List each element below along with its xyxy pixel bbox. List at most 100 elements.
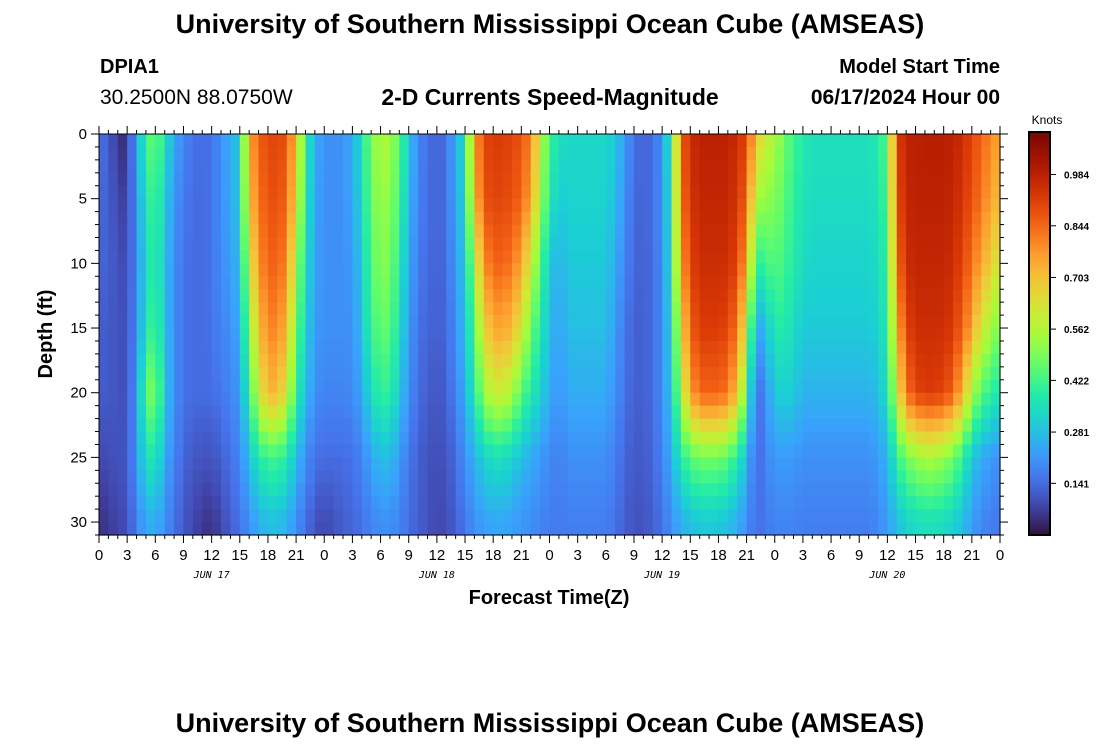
heatmap-cell [136, 172, 147, 187]
heatmap-cell [990, 431, 1001, 446]
heatmap-cell [258, 289, 269, 303]
heatmap-cell [493, 457, 504, 471]
heatmap-cell [493, 366, 504, 381]
heatmap-cell [624, 405, 635, 420]
heatmap-cell [934, 185, 945, 200]
heatmap-cell [868, 522, 879, 536]
heatmap-cell [474, 289, 485, 303]
heatmap-cell [286, 237, 297, 252]
heatmap-cell [436, 315, 447, 329]
heatmap-cell [971, 211, 982, 226]
heatmap-cell [737, 353, 748, 368]
heatmap-cell [831, 237, 842, 252]
heatmap-cell [784, 172, 795, 187]
heatmap-cell [596, 470, 607, 484]
heatmap-cell [540, 302, 551, 316]
heatmap-cell [577, 431, 588, 446]
heatmap-cell [371, 522, 382, 536]
heatmap-cell [192, 366, 203, 381]
heatmap-cell [934, 315, 945, 329]
heatmap-cell [953, 211, 964, 226]
heatmap-cell [267, 211, 278, 226]
heatmap-cell [221, 509, 231, 523]
heatmap-cell [737, 405, 748, 420]
x-tick-label: 3 [123, 547, 131, 564]
heatmap-cell [446, 315, 457, 329]
heatmap-cell [624, 509, 635, 523]
heatmap-cell [249, 366, 260, 381]
heatmap-cell [924, 134, 935, 148]
heatmap-cell [117, 522, 128, 536]
heatmap-cell [943, 328, 954, 342]
heatmap-cell [389, 172, 400, 187]
heatmap-cell [643, 470, 654, 484]
heatmap-cell [746, 366, 757, 381]
heatmap-cell [737, 146, 748, 161]
heatmap-cell [587, 263, 598, 277]
heatmap-cell [812, 340, 823, 355]
heatmap-cell [934, 496, 945, 510]
heatmap-cell [784, 496, 795, 510]
heatmap-cell [249, 457, 260, 471]
heatmap-cell [399, 405, 410, 420]
heatmap-cell [821, 366, 832, 381]
heatmap-cell [521, 353, 532, 368]
heatmap-cell [155, 353, 166, 368]
heatmap-cell [924, 146, 935, 161]
heatmap-cell [558, 340, 569, 355]
heatmap-cell [699, 353, 710, 368]
heatmap-cell [812, 172, 823, 187]
heatmap-cell [127, 263, 138, 277]
heatmap-cell [239, 302, 250, 316]
heatmap-cell [718, 211, 729, 226]
heatmap-cell [296, 509, 307, 523]
heatmap-cell [418, 483, 429, 497]
footer-title: University of Southern Mississippi Ocean… [175, 708, 925, 738]
heatmap-cell [192, 483, 203, 497]
heatmap-cell [314, 509, 325, 523]
heatmap-cell [333, 172, 344, 187]
heatmap-cell [849, 509, 860, 523]
heatmap-cell [530, 392, 541, 407]
heatmap-cell [737, 185, 748, 200]
heatmap-cell [953, 340, 964, 355]
heatmap-cell [117, 315, 128, 329]
heatmap-cell [174, 431, 185, 446]
heatmap-cell [540, 276, 551, 290]
heatmap-cell [164, 289, 175, 303]
heatmap-cell [474, 315, 485, 329]
heatmap-cell [577, 211, 588, 226]
heatmap-cell [427, 483, 438, 497]
heatmap-cell [727, 379, 738, 394]
heatmap-cell [924, 172, 935, 187]
heatmap-cell [183, 159, 194, 174]
heatmap-cell [174, 470, 185, 484]
colorbar-tick-label: 0.422 [1064, 376, 1089, 387]
heatmap-cell [587, 366, 598, 381]
heatmap-cell [511, 172, 522, 187]
heatmap-cell [662, 483, 673, 497]
heatmap-cell [436, 522, 447, 536]
heatmap-cell [709, 224, 720, 239]
heatmap-cell [755, 405, 766, 420]
heatmap-cell [343, 250, 354, 264]
heatmap-cell [174, 237, 185, 252]
heatmap-cell [802, 185, 813, 200]
heatmap-cell [924, 392, 935, 407]
heatmap-cell [727, 315, 738, 329]
heatmap-cell [793, 263, 804, 277]
heatmap-cell [155, 172, 166, 187]
heatmap-cell [652, 289, 663, 303]
heatmap-cell [296, 392, 307, 407]
heatmap-cell [277, 276, 288, 290]
heatmap-cell [427, 224, 438, 239]
heatmap-cell [784, 250, 795, 264]
heatmap-cell [831, 172, 842, 187]
heatmap-cell [690, 470, 701, 484]
heatmap-cell [502, 198, 513, 213]
heatmap-cell [333, 444, 344, 458]
heatmap-cell [831, 496, 842, 510]
heatmap-cell [164, 340, 175, 355]
heatmap-cell [765, 211, 776, 226]
heatmap-cell [418, 146, 429, 161]
